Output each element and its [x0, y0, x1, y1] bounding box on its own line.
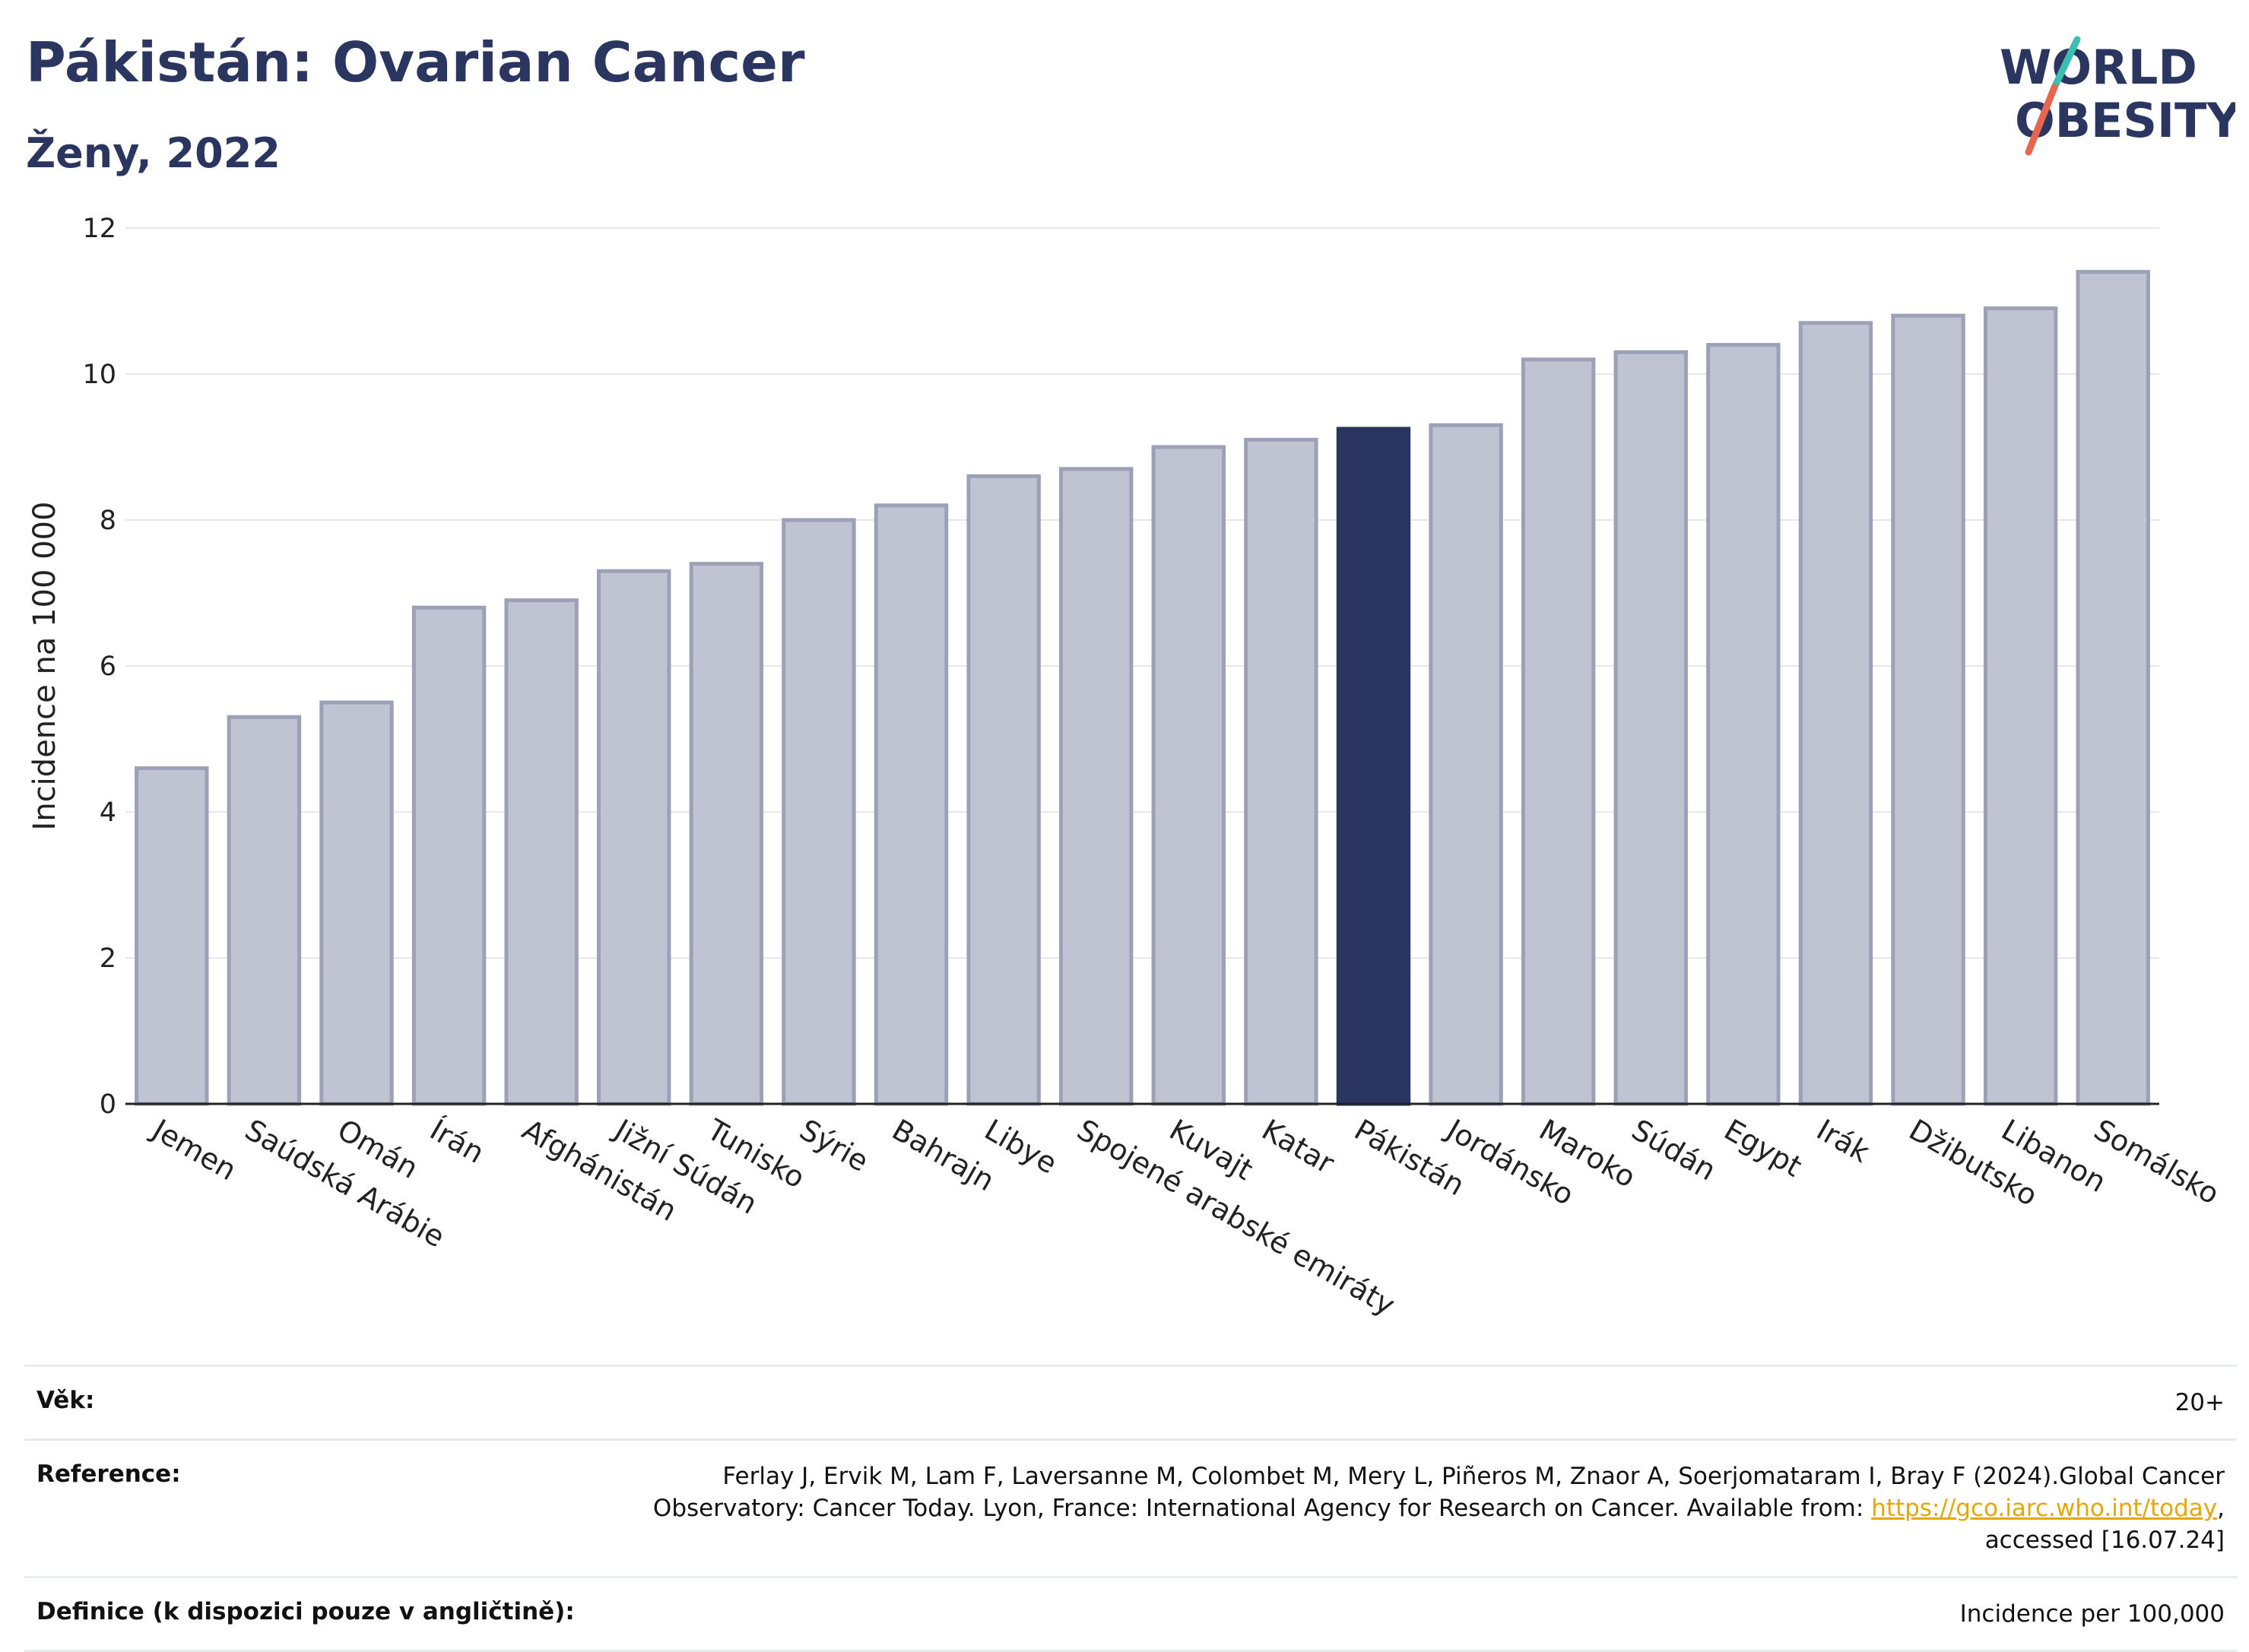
x-tick-label-16: Súdán: [1626, 1113, 1722, 1187]
x-tick-label-0: Jemen: [146, 1112, 243, 1187]
x-tick-label-18: Irák: [1811, 1113, 1875, 1169]
info-row-reference: Reference: Ferlay J, Ervik M, Lam F, Lav…: [24, 1438, 2237, 1576]
logo-line1: WORLD: [2000, 40, 2197, 95]
bar-15: [1521, 357, 1596, 1106]
bar-14: [1429, 423, 1503, 1106]
y-tick-label-6: 12: [82, 214, 116, 244]
bar-20: [1983, 306, 2058, 1106]
x-tick-label-8: Bahrajn: [887, 1113, 1000, 1198]
reference-text: Ferlay J, Ervik M, Lam F, Laversanne M, …: [652, 1463, 2225, 1522]
definition-value: Incidence per 100,000: [1959, 1600, 2225, 1628]
x-tick-label-4: Afghánistán: [517, 1113, 683, 1228]
bar-16: [1613, 350, 1688, 1106]
bar-1: [227, 715, 302, 1106]
info-row-definition: Definice (k dispozici pouze v angličtině…: [24, 1576, 2237, 1652]
y-tick-label-5: 10: [82, 360, 116, 390]
y-axis-title: Incidence na 100 000: [27, 502, 62, 831]
world-obesity-logo: WORLD OBESITY: [2000, 36, 2235, 156]
age-label: Věk:: [36, 1387, 95, 1414]
definition-label: Definice (k dispozici pouze v angličtině…: [36, 1598, 575, 1625]
reference-link[interactable]: https://gco.iarc.who.int/today: [1871, 1495, 2218, 1522]
bar-5: [597, 569, 671, 1106]
x-tick-label-3: Írán: [424, 1113, 490, 1170]
bar-9: [966, 474, 1041, 1106]
logo-accent-teal: [2051, 36, 2081, 91]
info-row-age: Věk: 20+: [24, 1365, 2237, 1438]
x-tick-label-12: Katar: [1256, 1113, 1340, 1181]
reference-value: Ferlay J, Ervik M, Lam F, Laversanne M, …: [590, 1460, 2225, 1556]
bar-2: [319, 700, 394, 1106]
reference-label: Reference:: [36, 1460, 181, 1488]
bar-13: [1336, 426, 1411, 1106]
x-tick-label-21: Somálsko: [2089, 1113, 2225, 1211]
bar-19: [1891, 313, 1965, 1106]
y-tick-label-3: 6: [100, 652, 116, 682]
y-tick-label-1: 2: [100, 943, 116, 974]
bar-8: [874, 503, 949, 1106]
bar-10: [1059, 467, 1134, 1106]
logo-accent-coral: [2025, 84, 2058, 156]
bar-21: [2076, 270, 2150, 1106]
bar-18: [1798, 321, 1873, 1106]
reference-tail: , accessed [16.07.24]: [1984, 1495, 2225, 1554]
y-tick-label-2: 4: [100, 797, 116, 828]
info-table: Věk: 20+ Reference: Ferlay J, Ervik M, L…: [24, 1365, 2237, 1652]
y-tick-label-4: 8: [100, 506, 116, 536]
page-title: Pákistán: Ovarian Cancer: [26, 30, 805, 94]
bar-6: [689, 562, 764, 1106]
bar-0: [135, 766, 209, 1106]
bar-3: [411, 605, 487, 1106]
bar-7: [782, 518, 856, 1106]
bar-11: [1151, 445, 1226, 1106]
x-tick-label-17: Egypt: [1718, 1113, 1807, 1184]
age-value: 20+: [2174, 1389, 2225, 1416]
bar-17: [1706, 343, 1781, 1106]
bar-12: [1244, 437, 1318, 1106]
y-tick-label-0: 0: [100, 1089, 116, 1120]
page-subtitle: Ženy, 2022: [26, 129, 281, 177]
bar-4: [504, 598, 579, 1106]
